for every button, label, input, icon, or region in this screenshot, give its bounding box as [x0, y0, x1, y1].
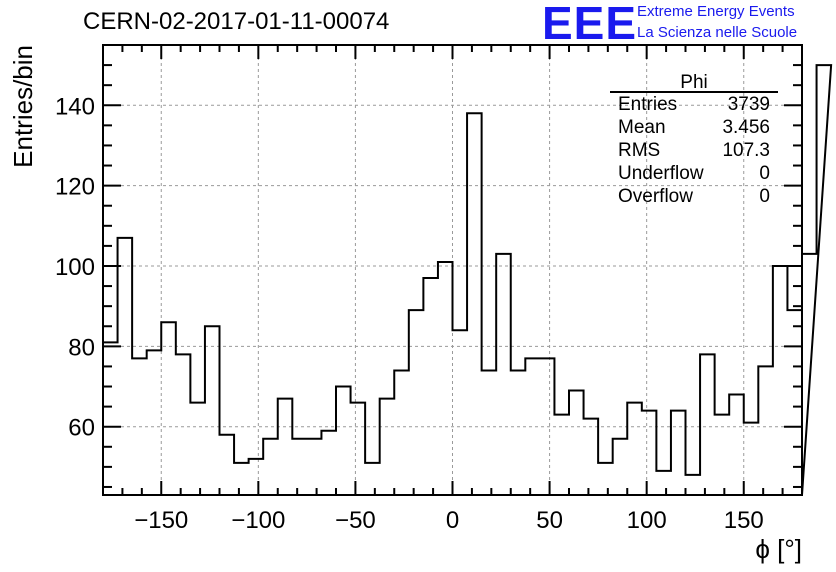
- histogram-bin: [656, 471, 671, 495]
- histogram-bin: [569, 391, 584, 495]
- histogram-bin: [409, 310, 424, 495]
- histogram-bin: [263, 439, 278, 495]
- stats-value: 3.456: [722, 117, 770, 138]
- grid-lines: [103, 45, 802, 495]
- histogram-bin: [336, 387, 351, 495]
- histogram-bin: [817, 65, 832, 495]
- histogram-bin: [394, 370, 409, 495]
- stats-value: 0: [759, 186, 770, 207]
- histogram-bin: [598, 463, 613, 495]
- tick-labels: −150 −100 −50 0 50 100 150 60 80 100 120 140: [55, 93, 764, 534]
- histogram-bin: [351, 403, 366, 495]
- axis-ticks: [102, 44, 803, 495]
- stats-label: Entries: [618, 94, 677, 115]
- histogram-bin: [467, 113, 482, 495]
- stats-value: 107.3: [722, 140, 770, 161]
- histogram-bin: [525, 358, 540, 495]
- histogram-bin: [729, 395, 744, 495]
- histogram-bin: [220, 435, 235, 495]
- histogram-bin: [321, 431, 336, 495]
- histogram-line: [102, 64, 833, 496]
- histogram-bin: [511, 370, 526, 495]
- histogram-bin: [249, 459, 264, 495]
- stats-label: Mean: [618, 117, 666, 138]
- histogram-bin: [380, 399, 395, 495]
- histogram-bin: [613, 439, 628, 495]
- histogram-bin: [773, 266, 788, 495]
- histogram-bin: [496, 254, 511, 495]
- stats-label: Underflow: [618, 163, 704, 184]
- x-tick-label: 100: [627, 507, 667, 534]
- stats-label: Overflow: [618, 186, 693, 207]
- histogram-bins: [102, 64, 833, 496]
- histogram-bin: [438, 262, 453, 495]
- histogram-bin: [584, 419, 599, 495]
- histogram-bin: [686, 475, 701, 495]
- x-tick-label: −50: [335, 507, 376, 534]
- x-tick-label: 50: [536, 507, 563, 534]
- eee-logo: EEE: [542, 0, 638, 49]
- y-tick-label: 60: [68, 415, 95, 442]
- chart-title: CERN-02-2017-01-11-00074: [83, 8, 390, 35]
- histogram-bin: [190, 403, 205, 495]
- logo-line-1: Extreme Energy Events: [637, 3, 795, 20]
- x-tick-label: 0: [446, 507, 459, 534]
- histogram-bin: [205, 326, 220, 495]
- histogram-bin: [671, 411, 686, 495]
- histogram-bin: [423, 278, 438, 495]
- histogram-bin: [627, 403, 642, 495]
- histogram-bin: [642, 411, 657, 495]
- y-axis-label: Entries/bin: [8, 45, 38, 168]
- histogram-bin: [482, 370, 497, 495]
- histogram-bin: [278, 399, 293, 495]
- histogram-bin: [365, 463, 380, 495]
- stats-title: Phi: [680, 72, 707, 93]
- x-axis-label: ϕ [°]: [755, 534, 802, 564]
- histogram-bin: [147, 350, 162, 495]
- histogram-bin: [307, 439, 322, 495]
- histogram-bin: [234, 463, 249, 495]
- histogram-bin: [554, 415, 569, 495]
- y-tick-label: 80: [68, 334, 95, 361]
- histogram-bin: [132, 358, 147, 495]
- x-tick-label: 150: [724, 507, 764, 534]
- stats-value: 0: [759, 163, 770, 184]
- histogram-bin: [715, 415, 730, 495]
- histogram-bin: [103, 342, 118, 495]
- y-tick-label: 120: [55, 174, 95, 201]
- stats-value: 3739: [728, 94, 770, 115]
- histogram-bin: [453, 330, 468, 495]
- histogram-bin: [161, 322, 176, 495]
- y-tick-label: 140: [55, 93, 95, 120]
- histogram-bin: [758, 366, 773, 495]
- y-tick-label: 100: [55, 254, 95, 281]
- logo-line-2: La Scienza nelle Scuole: [637, 24, 798, 41]
- histogram-bin: [700, 354, 715, 495]
- stats-label: RMS: [618, 140, 660, 161]
- histogram-bin: [744, 423, 759, 495]
- x-tick-label: −100: [231, 507, 285, 534]
- histogram-bin: [292, 439, 307, 495]
- histogram-bin: [176, 354, 191, 495]
- histogram-bin: [802, 254, 817, 495]
- histogram-bin: [118, 238, 133, 495]
- histogram-bin: [540, 358, 555, 495]
- x-tick-label: −150: [134, 507, 188, 534]
